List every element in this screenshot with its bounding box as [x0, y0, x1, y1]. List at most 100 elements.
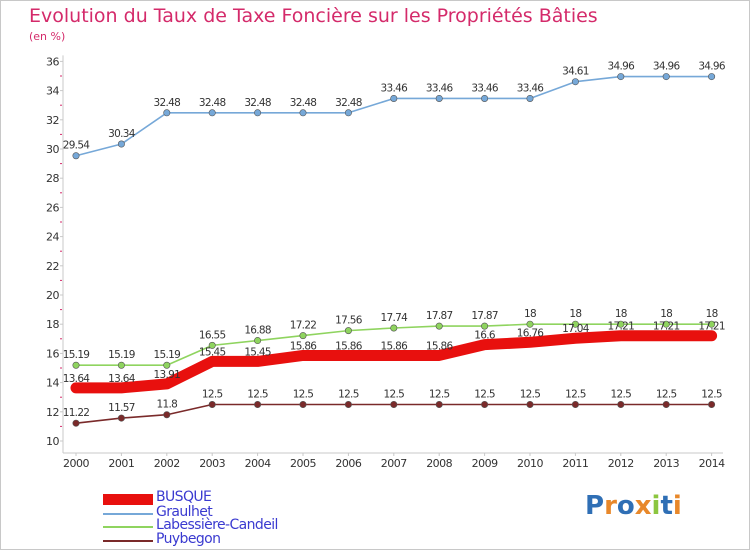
- data-point-graulhet: [571, 78, 579, 86]
- data-point-puybegon: [163, 411, 171, 419]
- data-point-puybegon: [390, 400, 398, 408]
- legend-label: BUSQUE: [156, 489, 212, 505]
- data-label-puybegon: 12.5: [384, 389, 405, 401]
- y-tick-label: 20: [46, 289, 59, 302]
- x-tick-label: 2000: [63, 457, 89, 470]
- data-point-graulhet: [163, 109, 171, 117]
- data-label-puybegon: 12.5: [474, 389, 495, 401]
- series-line-busque: [70, 330, 718, 394]
- data-label-graulhet: 33.46: [426, 82, 454, 94]
- data-label-busque: 17.04: [562, 323, 590, 335]
- data-label-graulhet: 32.48: [154, 97, 181, 109]
- data-label-puybegon: 12.5: [202, 389, 223, 401]
- data-point-graulhet: [435, 94, 443, 102]
- y-tick-label: 12: [46, 406, 59, 419]
- data-label-graulhet: 34.96: [698, 61, 726, 73]
- series-graulhet: 29.54 30.34 32.48 32.48 32.48 32.48 32.48 33.46…: [63, 61, 727, 160]
- legend-label: Puybegon: [156, 531, 221, 547]
- x-tick-label: 2006: [335, 457, 361, 470]
- data-label-labessi-re-candeil: 18: [706, 308, 718, 320]
- data-label-puybegon: 11.22: [63, 407, 90, 419]
- series-busque: 13.64 13.64 13.91 15.45 15.45 15.86 15.86 15.86…: [63, 321, 726, 394]
- data-point-puybegon: [662, 400, 670, 408]
- data-point-graulhet: [254, 109, 262, 117]
- x-tick-label: 2005: [290, 457, 316, 470]
- x-tick-label: 2003: [199, 457, 225, 470]
- data-label-busque: 17.21: [608, 321, 635, 333]
- data-label-graulhet: 34.96: [653, 61, 681, 73]
- x-tick-label: 2014: [699, 457, 725, 470]
- data-point-puybegon: [208, 400, 216, 408]
- data-label-busque: 13.91: [154, 369, 181, 381]
- y-tick-label: 30: [46, 143, 59, 156]
- data-label-graulhet: 33.46: [381, 82, 409, 94]
- data-point-puybegon: [299, 400, 307, 408]
- data-label-labessi-re-candeil: 18: [615, 308, 627, 320]
- data-label-busque: 13.64: [108, 373, 136, 385]
- logo-letter: t: [660, 491, 673, 521]
- data-label-graulhet: 29.54: [63, 140, 91, 152]
- data-point-labessi-re-candeil: [526, 320, 534, 328]
- data-label-labessi-re-candeil: 16.55: [199, 329, 226, 341]
- data-label-graulhet: 32.48: [335, 97, 362, 109]
- data-point-puybegon: [617, 400, 625, 408]
- data-label-busque: 15.86: [290, 340, 318, 352]
- data-point-labessi-re-candeil: [708, 320, 716, 328]
- data-label-puybegon: 12.5: [656, 389, 677, 401]
- data-label-puybegon: 12.5: [701, 389, 722, 401]
- data-point-labessi-re-candeil: [299, 332, 307, 340]
- legend-swatch: [103, 540, 153, 542]
- data-label-busque: 15.86: [381, 340, 409, 352]
- y-tick-label: 34: [46, 85, 59, 98]
- x-tick-label: 2007: [381, 457, 407, 470]
- data-label-labessi-re-candeil: 17.87: [426, 310, 453, 322]
- data-point-puybegon: [344, 400, 352, 408]
- y-tick-label: 32: [46, 114, 59, 127]
- logo-letter: i: [651, 491, 661, 521]
- data-label-busque: 15.45: [199, 346, 226, 358]
- x-tick-label: 2008: [426, 457, 452, 470]
- data-point-puybegon: [526, 400, 534, 408]
- proxiti-logo: Proxiti: [585, 491, 682, 521]
- data-point-graulhet: [390, 94, 398, 102]
- data-point-puybegon: [435, 400, 443, 408]
- data-label-labessi-re-candeil: 16.88: [244, 325, 271, 337]
- x-tick-label: 2009: [472, 457, 498, 470]
- data-label-puybegon: 12.5: [611, 389, 632, 401]
- x-tick-label: 2011: [562, 457, 588, 470]
- data-point-labessi-re-candeil: [481, 322, 489, 330]
- data-label-graulhet: 32.48: [199, 97, 226, 109]
- legend-swatch: [103, 493, 153, 505]
- data-label-graulhet: 30.34: [108, 128, 136, 140]
- data-point-graulhet: [708, 73, 716, 81]
- legend-label: Labessière-Candeil: [156, 517, 278, 533]
- data-label-puybegon: 12.5: [565, 389, 586, 401]
- data-label-puybegon: 12.5: [429, 389, 450, 401]
- data-label-puybegon: 11.57: [108, 402, 135, 414]
- data-point-graulhet: [117, 140, 125, 148]
- data-point-labessi-re-candeil: [344, 327, 352, 335]
- data-label-graulhet: 33.46: [471, 82, 499, 94]
- data-label-labessi-re-candeil: 17.56: [335, 315, 363, 327]
- data-label-graulhet: 32.48: [290, 97, 317, 109]
- x-tick-label: 2002: [154, 457, 180, 470]
- chart-title: Evolution du Taux de Taxe Foncière sur l…: [29, 5, 598, 27]
- data-point-labessi-re-candeil: [72, 361, 80, 369]
- data-label-puybegon: 12.5: [520, 389, 541, 401]
- data-label-busque: 17.21: [698, 321, 725, 333]
- data-label-busque: 16.76: [517, 327, 545, 339]
- data-point-graulhet: [208, 109, 216, 117]
- logo-letter: o: [616, 491, 635, 521]
- data-label-busque: 17.21: [653, 321, 680, 333]
- y-tick-label: 14: [46, 377, 59, 390]
- data-point-puybegon: [708, 400, 716, 408]
- data-point-graulhet: [481, 94, 489, 102]
- data-point-labessi-re-candeil: [254, 337, 262, 345]
- x-tick-label: 2004: [245, 457, 271, 470]
- data-label-labessi-re-candeil: 15.19: [154, 349, 181, 361]
- y-tick-label: 28: [46, 172, 59, 185]
- x-tick-label: 2010: [517, 457, 543, 470]
- data-label-graulhet: 34.96: [608, 61, 636, 73]
